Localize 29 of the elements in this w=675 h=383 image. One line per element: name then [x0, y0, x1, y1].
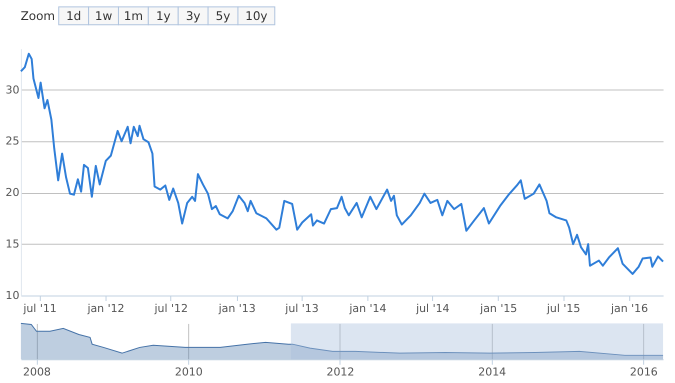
x-tick-label: 2016 — [630, 366, 658, 379]
x-tick-label: jul '12 — [153, 302, 188, 315]
y-tick-label: 20 — [5, 186, 20, 200]
y-tick-label: 25 — [5, 134, 20, 148]
line-series — [20, 52, 664, 275]
x-tick-label: 2010 — [174, 366, 203, 379]
text: 3y — [186, 8, 200, 23]
text: 1y — [156, 8, 171, 23]
x-tick-label: 2012 — [326, 366, 354, 379]
text: 5y — [216, 8, 230, 23]
x-tick-label: jul '13 — [284, 302, 319, 315]
y-tick-label: 10 — [5, 289, 20, 302]
text: 1w — [94, 8, 112, 23]
x-tick-label: jul '11 — [22, 302, 57, 315]
x-tick-label: jul '14 — [415, 302, 450, 315]
x-tick-label: jan '15 — [479, 302, 518, 315]
x-tick-label: jan '12 — [86, 302, 125, 315]
x-tick-label: jan '16 — [610, 302, 648, 315]
y-tick-label: 30 — [5, 83, 20, 96]
y-tick-label: 15 — [5, 238, 20, 251]
text: 10y — [245, 8, 268, 23]
text: 1d — [66, 8, 82, 23]
x-tick-label: jan '14 — [348, 302, 386, 315]
x-tick-label: jan '13 — [218, 302, 256, 315]
x-tick-label: jul '15 — [546, 302, 580, 315]
text: 1m — [124, 8, 144, 23]
x-tick-label: 2014 — [478, 366, 506, 379]
x-tick-label: 2008 — [23, 366, 51, 379]
text: Zoom — [20, 8, 56, 23]
